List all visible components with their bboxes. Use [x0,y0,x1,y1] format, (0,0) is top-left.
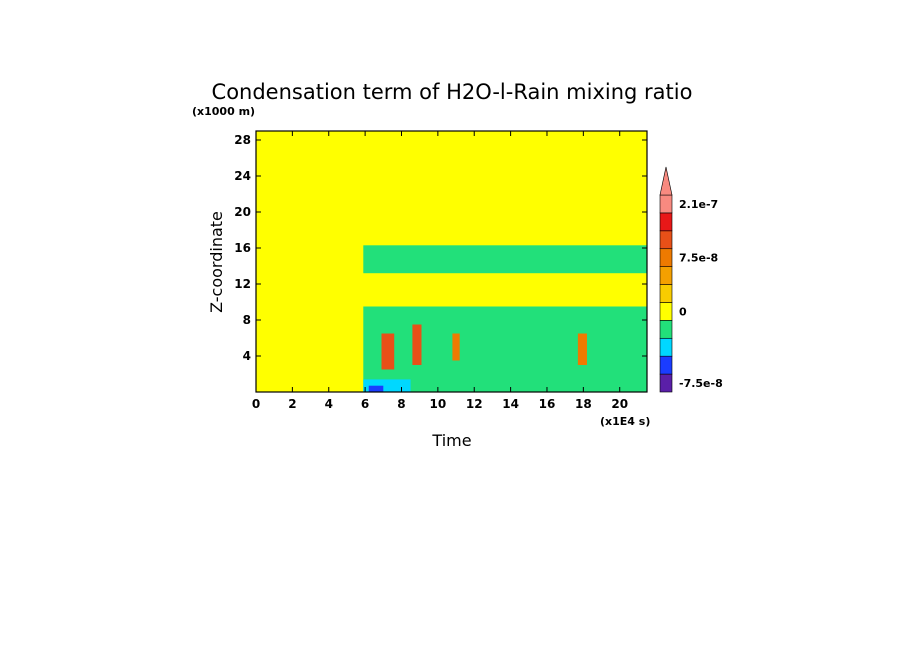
colorbar-swatch [659,320,673,339]
colorbar: -7.5e-8 0 7.5e-8 2.1e-7 [659,166,723,393]
y-tick-label: 20 [234,205,251,219]
colorbar-swatch [659,302,673,321]
y-tick-label: 8 [243,313,251,327]
y-tick-label: 16 [234,241,251,255]
region-plume-6 [452,333,460,361]
x-tick-label: 18 [575,397,592,411]
x-tick-label: 20 [611,397,628,411]
plot-frame [255,130,648,393]
region-plume-5 [412,324,422,365]
x-tick-label: 16 [539,397,556,411]
colorbar-label: -7.5e-8 [679,377,723,390]
plot-area [256,131,647,392]
region-lower-layer-1 [363,306,647,392]
y-axis-label: Z-coordinate [207,211,226,313]
colorbar-swatch [659,212,673,232]
colorbar-swatch [659,230,673,250]
region-plume-4 [381,333,395,370]
y-tick-label: 4 [243,349,251,363]
y-tick-label: 28 [234,133,251,147]
x-tick-label: 6 [361,397,369,411]
colorbar-swatch [659,194,673,214]
x-tick-label: 2 [288,397,296,411]
colorbar-swatch [659,337,673,357]
x-tick-label: 12 [466,397,483,411]
x-unit-label: (x1E4 s) [600,415,650,428]
y-axis: 4 8 12 16 20 24 28 [234,133,647,363]
chart-title: Condensation term of H2O-l-Rain mixing r… [212,80,693,104]
colorbar-label: 0 [679,305,687,318]
region-upper-band-0 [363,245,647,274]
colorbar-swatch [659,248,673,267]
colorbar-swatch [659,355,673,375]
y-tick-label: 24 [234,169,251,183]
x-tick-label: 14 [502,397,519,411]
colorbar-swatch [659,284,673,303]
x-axis-label: Time [431,431,471,450]
colorbar-label: 2.1e-7 [679,198,718,211]
x-tick-label: 0 [252,397,260,411]
y-unit-label: (x1000 m) [192,105,255,118]
region-near-surface-3 [368,385,384,392]
x-tick-label: 4 [325,397,333,411]
x-tick-label: 8 [397,397,405,411]
x-tick-label: 10 [430,397,447,411]
y-tick-label: 12 [234,277,251,291]
colorbar-swatch [659,373,673,393]
x-axis: 0 2 4 6 8 10 12 14 16 18 20 [252,131,628,411]
colorbar-swatch [659,266,673,285]
colorbar-extend-arrow [659,166,673,196]
colorbar-label: 7.5e-8 [679,252,718,265]
region-plume-7 [577,333,587,365]
